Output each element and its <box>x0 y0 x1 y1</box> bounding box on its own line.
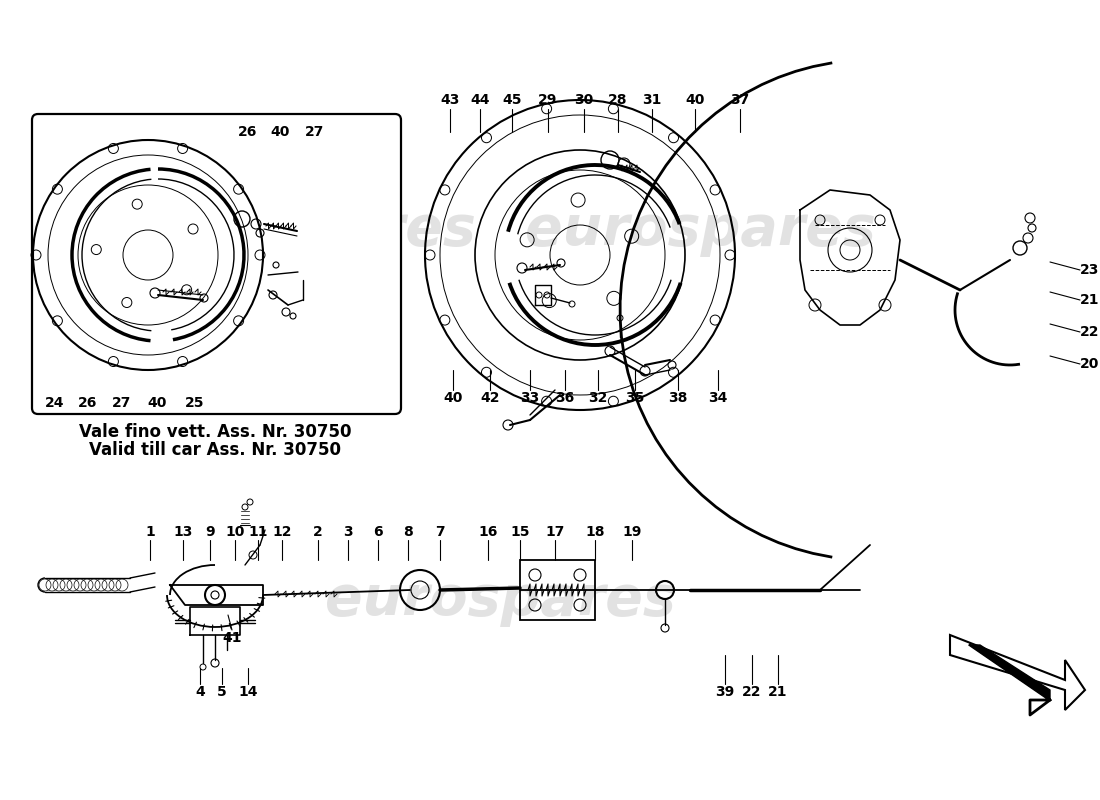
Text: 39: 39 <box>715 685 735 699</box>
Text: 34: 34 <box>708 391 728 405</box>
Text: 3: 3 <box>343 525 353 539</box>
Text: 20: 20 <box>1080 357 1100 371</box>
Text: 25: 25 <box>185 396 205 410</box>
Text: 13: 13 <box>174 525 192 539</box>
Text: 27: 27 <box>112 396 132 410</box>
Text: 40: 40 <box>147 396 167 410</box>
Text: 33: 33 <box>520 391 540 405</box>
Text: 43: 43 <box>440 93 460 107</box>
Text: 38: 38 <box>669 391 688 405</box>
Text: 22: 22 <box>1080 325 1100 339</box>
Text: 36: 36 <box>556 391 574 405</box>
Text: 27: 27 <box>306 125 324 139</box>
Text: 10: 10 <box>226 525 244 539</box>
Text: 26: 26 <box>239 125 257 139</box>
FancyBboxPatch shape <box>32 114 401 414</box>
Text: eurospares: eurospares <box>324 573 675 627</box>
Text: 12: 12 <box>273 525 292 539</box>
Polygon shape <box>950 635 1085 710</box>
Text: 45: 45 <box>503 93 521 107</box>
Text: 44: 44 <box>471 93 490 107</box>
Text: 7: 7 <box>436 525 444 539</box>
Text: 24: 24 <box>45 396 65 410</box>
Text: 19: 19 <box>623 525 641 539</box>
Text: 23: 23 <box>1080 263 1100 277</box>
Text: Valid till car Ass. Nr. 30750: Valid till car Ass. Nr. 30750 <box>89 441 341 459</box>
Text: 31: 31 <box>642 93 662 107</box>
Text: 29: 29 <box>538 93 558 107</box>
Text: 1: 1 <box>145 525 155 539</box>
Text: Vale fino vett. Ass. Nr. 30750: Vale fino vett. Ass. Nr. 30750 <box>79 423 351 441</box>
Text: 28: 28 <box>608 93 628 107</box>
Text: 18: 18 <box>585 525 605 539</box>
Polygon shape <box>970 645 1050 700</box>
Text: 41: 41 <box>222 631 242 645</box>
Text: eurospares: eurospares <box>124 203 475 257</box>
Text: 14: 14 <box>239 685 257 699</box>
Text: 5: 5 <box>217 685 227 699</box>
Text: 40: 40 <box>271 125 289 139</box>
Text: 21: 21 <box>768 685 788 699</box>
Text: 6: 6 <box>373 525 383 539</box>
Text: 42: 42 <box>481 391 499 405</box>
Text: 17: 17 <box>546 525 564 539</box>
Text: 26: 26 <box>78 396 98 410</box>
Text: 8: 8 <box>403 525 412 539</box>
Text: 16: 16 <box>478 525 497 539</box>
Text: 21: 21 <box>1080 293 1100 307</box>
Text: 15: 15 <box>510 525 530 539</box>
Text: 37: 37 <box>730 93 749 107</box>
Text: 35: 35 <box>625 391 645 405</box>
Text: 22: 22 <box>742 685 761 699</box>
Text: 32: 32 <box>588 391 607 405</box>
Text: 2: 2 <box>314 525 323 539</box>
Text: 30: 30 <box>574 93 594 107</box>
Text: 40: 40 <box>443 391 463 405</box>
Text: 4: 4 <box>195 685 205 699</box>
Text: 40: 40 <box>685 93 705 107</box>
Text: 9: 9 <box>206 525 214 539</box>
Text: 11: 11 <box>249 525 267 539</box>
Text: eurospares: eurospares <box>525 203 876 257</box>
